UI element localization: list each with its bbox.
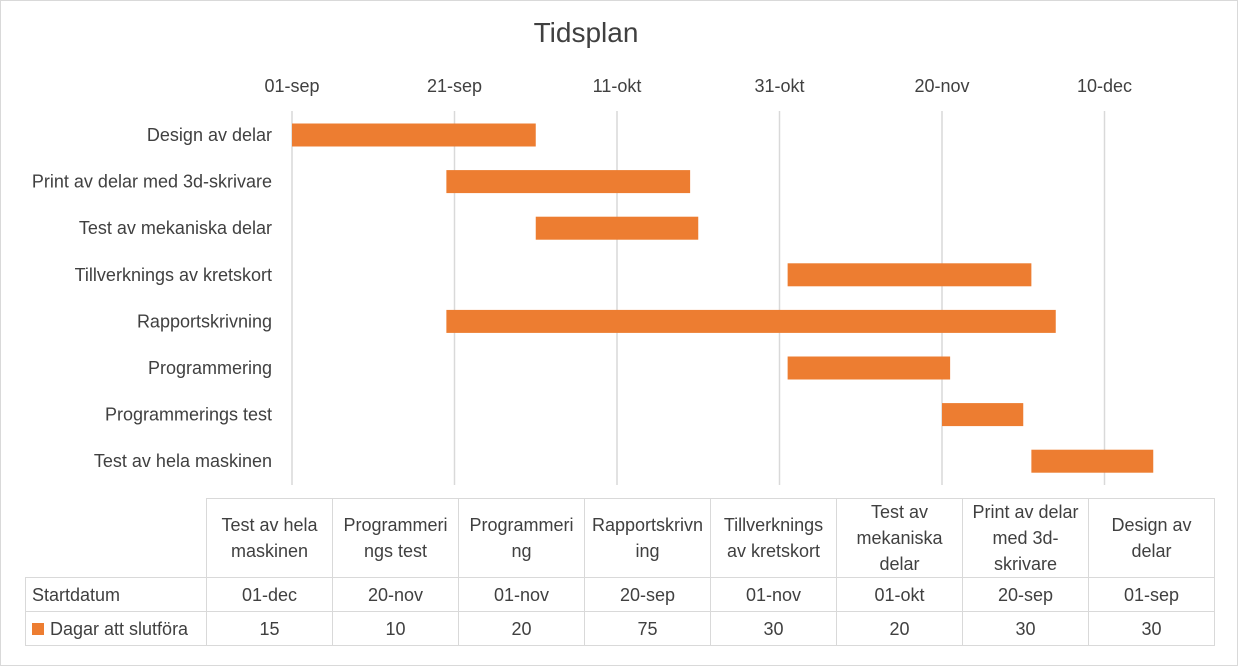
- gantt-bar: [446, 170, 691, 194]
- y-tick-label: Programmering: [148, 358, 272, 378]
- row-label: Startdatum: [25, 577, 207, 612]
- x-tick-label: 20-nov: [914, 76, 969, 96]
- y-tick-label: Test av hela maskinen: [94, 451, 272, 471]
- table-cell: 01-sep: [1088, 577, 1215, 612]
- table-cell: 10: [332, 611, 459, 646]
- x-tick-label: 21-sep: [427, 76, 482, 96]
- table-cell: 20-sep: [584, 577, 711, 612]
- gantt-bar: [787, 263, 1032, 287]
- table-cell: 20-nov: [332, 577, 459, 612]
- x-tick-label: 10-dec: [1077, 76, 1132, 96]
- table-corner: [25, 498, 207, 578]
- row-label: Dagar att slutföra: [25, 611, 207, 646]
- chart-title: Tidsplan: [533, 17, 639, 48]
- table-row: Startdatum 01-dec 20-nov 01-nov 20-sep 01-nov…: [25, 577, 1215, 612]
- gantt-bar: [1031, 449, 1154, 473]
- y-tick-label: Programmerings test: [105, 405, 272, 425]
- gantt-bar: [942, 403, 1024, 427]
- table-cell: 30: [1088, 611, 1215, 646]
- x-tick-label: 01-sep: [264, 76, 319, 96]
- table-cell: 01-okt: [836, 577, 963, 612]
- table-cell: 20-sep: [962, 577, 1089, 612]
- y-tick-label: Design av delar: [147, 125, 272, 145]
- gantt-bar: [446, 309, 1056, 333]
- table-header: Print av delar med 3d-skrivare: [962, 498, 1089, 578]
- table-row: Dagar att slutföra 15 10 20 75 30 20 30 30: [25, 611, 1215, 646]
- table-cell: 01-nov: [710, 577, 837, 612]
- y-tick-label: Print av delar med 3d-skrivare: [32, 172, 272, 192]
- y-tick-label: Tillverknings av kretskort: [75, 265, 272, 285]
- table-header: Design av delar: [1088, 498, 1215, 578]
- y-tick-label: Rapportskrivning: [137, 311, 272, 331]
- table-cell: 20: [458, 611, 585, 646]
- data-table: Test av hela maskinen Programmeri ngs tes…: [25, 498, 1215, 646]
- gantt-bar: [292, 123, 536, 147]
- table-cell: 30: [710, 611, 837, 646]
- table-header: Test av hela maskinen: [206, 498, 333, 578]
- y-tick-label: Test av mekaniska delar: [79, 218, 272, 238]
- table-header: Tillverknings av kretskort: [710, 498, 837, 578]
- table-cell: 20: [836, 611, 963, 646]
- gantt-bar: [787, 356, 951, 380]
- table-header: Rapportskrivn ing: [584, 498, 711, 578]
- legend-swatch-icon: [32, 622, 44, 635]
- table-header: Test av mekaniska delar: [836, 498, 963, 578]
- table-cell: 30: [962, 611, 1089, 646]
- x-tick-label: 11-okt: [593, 76, 642, 96]
- row-label-text: Startdatum: [32, 584, 121, 605]
- table-cell: 01-dec: [206, 577, 333, 612]
- row-label-text: Dagar att slutföra: [50, 618, 189, 639]
- table-cell: 75: [584, 611, 711, 646]
- table-header: Programmeri ng: [458, 498, 585, 578]
- table-cell: 15: [206, 611, 333, 646]
- table-header: Programmeri ngs test: [332, 498, 459, 578]
- x-tick-label: 31-okt: [754, 76, 804, 96]
- gantt-chart: 01-sep 21-sep 11-okt 31-okt 20-nov 10-dec Desi…: [32, 76, 1154, 485]
- table-cell: 01-nov: [458, 577, 585, 612]
- gantt-bar: [535, 216, 699, 240]
